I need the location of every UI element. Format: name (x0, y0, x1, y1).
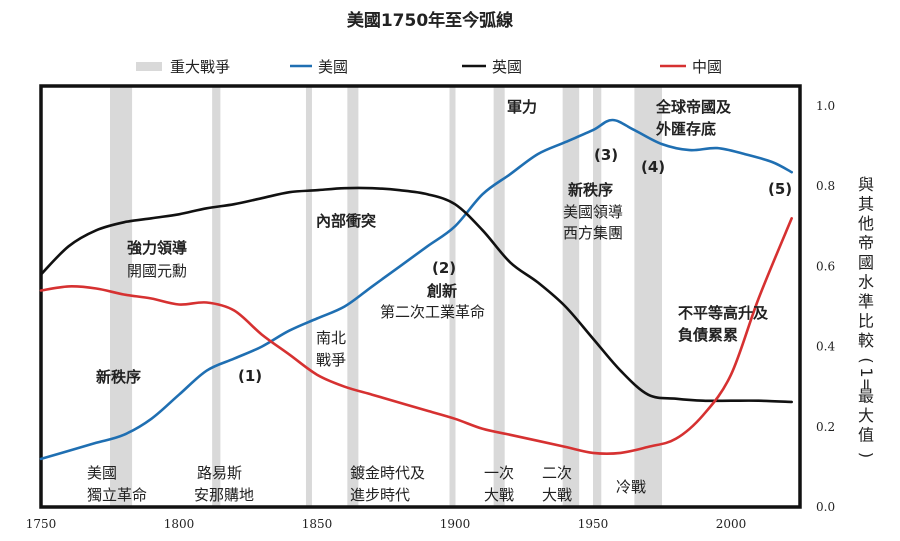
y-axis-label-char: 帝 (858, 234, 874, 253)
annotation-civilwar-1: 南北 (316, 329, 346, 347)
annotation-inequality-1: 不平等高升及 (678, 304, 769, 322)
annotation-marker-2: (2) (432, 259, 456, 277)
y-axis-label-char: 值 (858, 426, 874, 445)
annotation-inequality-2: 負債累累 (678, 326, 738, 344)
annotation-western-bloc: 西方集團 (563, 224, 623, 242)
annotation-marker-1: (1) (238, 367, 262, 385)
annotation-independence-2: 獨立革命 (87, 486, 147, 504)
annotation-independence-1: 美國 (87, 464, 117, 482)
annotation-coldwar: 冷戰 (616, 478, 646, 496)
y-axis-label-char: ) (857, 452, 876, 458)
annotation-ww1-2: 大戰 (484, 486, 514, 504)
y-axis-label-char: 國 (858, 253, 874, 272)
y-tick-label: 0.0 (816, 500, 835, 514)
annotation-global-empire-1: 全球帝國及 (655, 98, 732, 116)
y-axis-label-char: ( (857, 357, 876, 363)
annotation-new-order: 新秩序 (568, 181, 613, 199)
annotation-internal-conflict: 內部衝突 (316, 212, 376, 230)
y-axis-label-char: 最 (858, 387, 874, 406)
annotation-gilded-2: 進步時代 (350, 486, 410, 504)
y-axis-label-char: 準 (858, 292, 874, 311)
y-axis-label-char: 與 (858, 175, 874, 194)
x-tick-label: 2000 (716, 517, 747, 531)
annotation-industrial: 第二次工業革命 (380, 303, 485, 321)
annotation-marker-4: (4) (641, 158, 665, 176)
x-tick-label: 1750 (26, 517, 57, 531)
y-axis-label-char: 1 (857, 367, 876, 377)
war-band-5 (493, 86, 505, 507)
annotation-ww2-1: 二次 (542, 464, 572, 482)
legend-uk-label: 英國 (492, 58, 522, 76)
annotation-louisiana-2: 安那購地 (194, 486, 254, 504)
y-tick-label: 1.0 (816, 99, 835, 113)
series-line-china (39, 217, 793, 455)
y-axis-label-char: = (857, 378, 876, 391)
series-line-us (39, 118, 793, 461)
war-band-8 (634, 86, 662, 507)
annotation-global-empire-2: 外匯存底 (655, 120, 716, 138)
series-line-uk (39, 186, 793, 404)
war-bands (110, 86, 662, 507)
y-axis-label-char: 他 (858, 214, 874, 233)
war-band-3 (347, 86, 359, 507)
legend-china-label: 中國 (692, 58, 722, 76)
annotation-new-order-left: 新秩序 (96, 368, 141, 386)
y-axis-label-char: 水 (858, 273, 874, 292)
x-tick-label: 1800 (164, 517, 195, 531)
y-tick-label: 0.8 (816, 179, 835, 193)
legend-wars-label: 重大戰爭 (170, 58, 230, 76)
y-axis-label-char: 比 (858, 312, 874, 331)
annotation-military: 軍力 (507, 98, 537, 116)
x-tick-label: 1950 (578, 517, 609, 531)
war-band-0 (110, 86, 133, 507)
annotation-founders: 開國元勳 (127, 262, 187, 280)
annotation-louisiana-1: 路易斯 (197, 464, 242, 482)
war-band-7 (593, 86, 602, 507)
y-tick-label: 0.4 (816, 340, 835, 354)
x-tick-label: 1900 (440, 517, 471, 531)
y-tick-label: 0.2 (816, 420, 835, 434)
annotations: 美國 獨立革命 路易斯 安那購地 鍍金時代及 進步時代 一次 大戰 二次 大戰 … (87, 98, 792, 504)
y-axis-label-char: 其 (858, 195, 874, 214)
x-axis-ticks: 1750 1800 1850 1900 1950 2000 (26, 517, 747, 531)
annotation-ww1-1: 一次 (484, 464, 514, 482)
war-band-2 (305, 86, 312, 507)
annotation-marker-5: (5) (768, 180, 792, 198)
war-band-1 (212, 86, 221, 507)
annotation-strong-leaders: 強力領導 (127, 239, 187, 257)
y-tick-label: 0.6 (816, 259, 835, 273)
war-band-6 (562, 86, 580, 507)
legend: 重大戰爭 美國 英國 中國 (136, 58, 722, 76)
war-band-4 (449, 86, 456, 507)
plot-frame (39, 84, 802, 509)
annotation-us-led: 美國領導 (563, 203, 623, 221)
annotation-innovation: 創新 (426, 282, 457, 300)
y-axis-label-char: 大 (858, 406, 874, 425)
legend-us-label: 美國 (318, 58, 348, 76)
series-lines (39, 118, 793, 461)
annotation-ww2-2: 大戰 (542, 486, 572, 504)
x-tick-label: 1850 (302, 517, 333, 531)
chart-title: 美國1750年至今弧線 (347, 10, 513, 31)
y-axis-ticks: 0.0 0.2 0.4 0.6 0.8 1.0 (816, 99, 835, 514)
legend-wars-swatch (136, 62, 162, 71)
y-axis-label-char: 較 (858, 331, 874, 350)
annotation-civilwar-2: 戰爭 (316, 351, 346, 369)
annotation-marker-3: (3) (594, 146, 618, 164)
annotation-gilded-1: 鍍金時代及 (350, 464, 425, 482)
